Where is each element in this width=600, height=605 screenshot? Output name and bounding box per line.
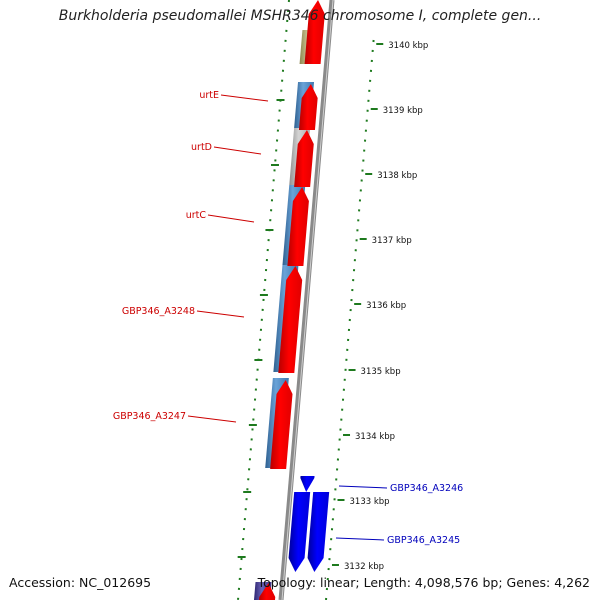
right-dotted-guide [325,39,375,601]
gene-arrows [259,0,330,600]
gene-label-right: GBP346_A3246 [390,483,463,494]
gene-labels: urtE urtD urtC GBP346_A3248 GBP346_A3247 GBP3… [113,90,463,546]
gene-arrow-urtE [298,84,318,130]
gene-arrow-urtC [287,187,309,266]
chromosome-backbone [278,0,335,601]
gene-arrow-a3246 [288,492,311,572]
ruler-tick-label-3133: 3133 kbp [350,497,390,507]
gene-arrow-a3248 [278,266,303,373]
leader-line-2 [207,214,255,223]
ruler-tick-label-3140: 3140 kbp [388,41,428,51]
leader-line-right-0 [338,485,388,489]
map-title: Burkholderia pseudomallei MSHR346 chromo… [58,8,542,24]
ruler-tick-label-3137: 3137 kbp [372,236,412,246]
ruler-tick-label-3134: 3134 kbp [355,432,395,442]
gene-label-left: urtE [199,90,219,101]
gene-arrow-a3247 [270,380,293,469]
gene-arrow-urtD [294,130,314,187]
leader-line-1 [213,146,262,155]
gene-label-left: urtC [186,210,207,221]
topology-label: Topology: linear; Length: 4,098,576 bp; … [257,575,590,590]
leader-line-3 [196,310,245,318]
gene-arrow-bottom [259,583,276,600]
leader-line-right-1 [335,537,385,541]
leader-line-4 [187,415,237,423]
gene-arrow-a3245 [307,492,330,572]
ruler-tick-label-3136: 3136 kbp [366,301,406,311]
gene-label-left: GBP346_A3247 [113,411,186,422]
ruler-tick-label-3135: 3135 kbp [361,367,401,377]
ruler-ticks: 3140 kbp 3139 kbp 3138 kbp 3137 kbp 3136 kbp… [237,41,428,572]
ruler-tick-label-3132: 3132 kbp [344,562,384,572]
gene-arrow-small-blue [300,476,315,492]
ruler-tick-label-3139: 3139 kbp [383,106,423,116]
gene-label-left: GBP346_A3248 [122,306,195,317]
backbone-line [278,0,335,601]
gene-label-left: urtD [191,142,212,153]
leader-line-0 [220,94,269,102]
accession-label: Accession: NC_012695 [9,575,152,590]
gene-label-right: GBP346_A3245 [387,535,460,546]
backbone-highlight [281,0,334,601]
ruler-tick-label-3138: 3138 kbp [377,171,417,181]
gene-arrow-khaki [304,0,325,64]
